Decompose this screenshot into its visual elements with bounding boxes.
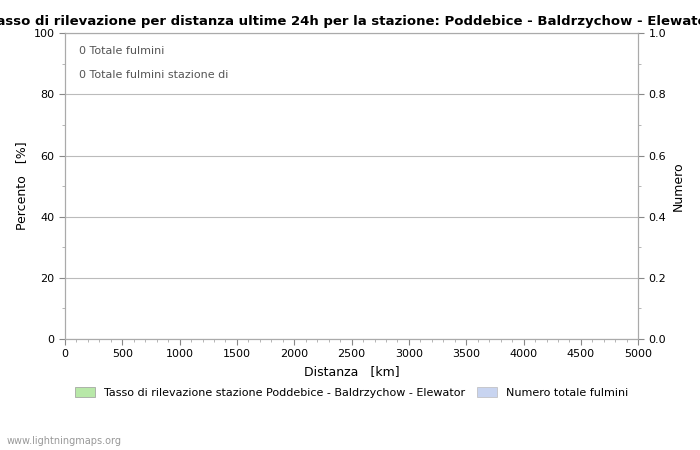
X-axis label: Distanza   [km]: Distanza [km] [304, 365, 400, 378]
Legend: Tasso di rilevazione stazione Poddebice - Baldrzychow - Elewator, Numero totale : Tasso di rilevazione stazione Poddebice … [76, 387, 628, 398]
Text: 0 Totale fulmini: 0 Totale fulmini [79, 45, 164, 55]
Title: Tasso di rilevazione per distanza ultime 24h per la stazione: Poddebice - Baldrz: Tasso di rilevazione per distanza ultime… [0, 15, 700, 28]
Y-axis label: Numero: Numero [672, 162, 685, 211]
Text: www.lightningmaps.org: www.lightningmaps.org [7, 436, 122, 446]
Text: 0 Totale fulmini stazione di: 0 Totale fulmini stazione di [79, 70, 229, 80]
Y-axis label: Percento   [%]: Percento [%] [15, 142, 28, 230]
